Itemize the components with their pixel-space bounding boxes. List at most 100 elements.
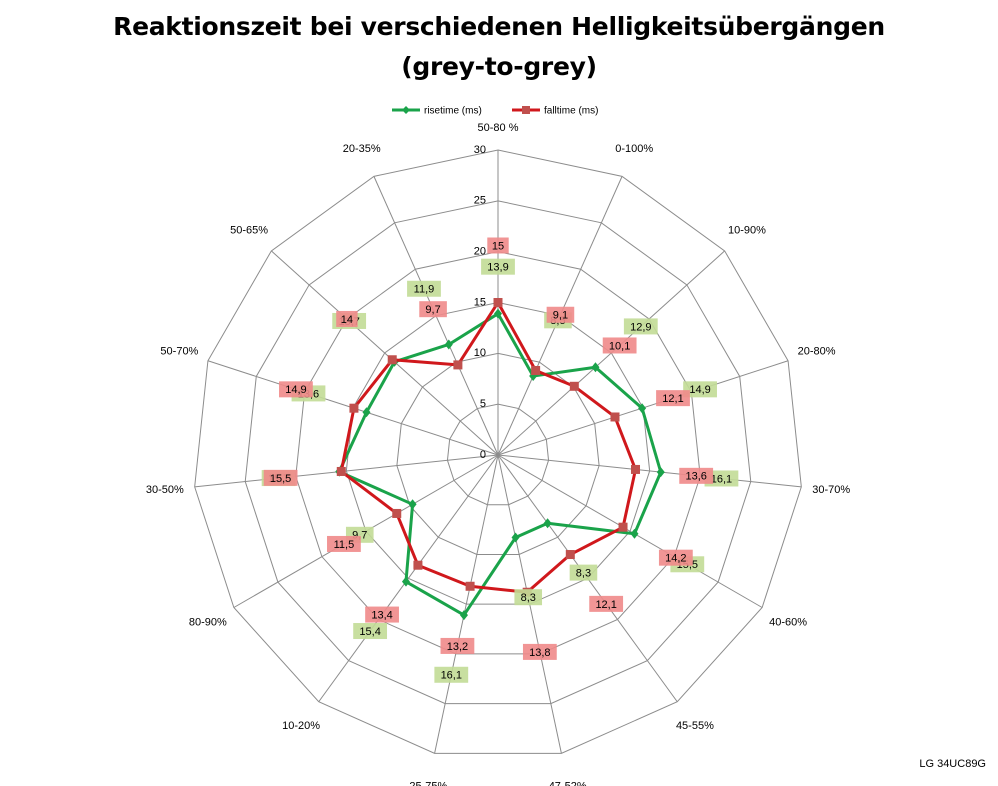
falltime-point: [565, 550, 575, 560]
legend-label: risetime (ms): [424, 106, 482, 117]
risetime-data-label: 11,9: [414, 284, 435, 296]
data-label-bg: [589, 595, 624, 612]
data-label-bg: [514, 589, 543, 606]
data-label-bg: [679, 467, 714, 484]
legend-marker: [402, 106, 410, 114]
falltime-data-label: 9,7: [425, 304, 440, 316]
category-label: 20-80%: [798, 345, 836, 357]
category-label: 80-90%: [189, 616, 227, 628]
radial-tick-label: 25: [474, 195, 486, 207]
grid-spoke: [497, 454, 763, 608]
data-label-bg: [353, 623, 388, 640]
data-label-bg: [546, 306, 575, 323]
falltime-data-label: 14: [341, 314, 353, 326]
series-line-falltime: [339, 301, 638, 594]
risetime-point: [408, 499, 417, 510]
falltime-point: [465, 581, 475, 591]
category-label: 50-70%: [160, 345, 198, 357]
risetime-data-label: 8,3: [521, 592, 536, 604]
falltime-data-label: 13,8: [529, 647, 550, 659]
category-label: 10-90%: [728, 225, 766, 237]
radial-tick-label: 30: [474, 144, 486, 156]
data-label-bg: [434, 666, 469, 683]
falltime-data-label: 14,2: [665, 553, 686, 565]
falltime-data-label: 11,5: [334, 539, 355, 551]
data-label-bg: [487, 237, 509, 254]
category-label: 50-80 %: [478, 122, 519, 134]
radial-tick-label: 20: [474, 246, 486, 258]
monitor-model-label: LG 34UC89G: [919, 758, 986, 770]
grid-ring: [194, 149, 802, 754]
data-label-bg: [327, 535, 361, 552]
risetime-point: [630, 528, 639, 539]
category-label: 50-65%: [230, 225, 268, 237]
category-label: 25-75%: [409, 781, 447, 786]
category-label: 30-50%: [146, 484, 184, 496]
falltime-point: [493, 298, 503, 307]
grid-spoke: [194, 454, 499, 488]
legend-label: falltime (ms): [544, 106, 598, 117]
risetime-point: [656, 467, 665, 478]
falltime-point: [631, 464, 641, 474]
category-label: 20-35%: [343, 143, 381, 155]
risetime-data-label: 15,4: [359, 626, 380, 638]
risetime-data-label: 13,9: [487, 262, 508, 274]
chart-title: Reaktionszeit bei verschiedenen Helligke…: [113, 12, 885, 41]
category-label: 0-100%: [615, 143, 653, 155]
risetime-point: [543, 518, 552, 529]
falltime-data-label: 10,1: [609, 340, 630, 352]
category-label: 10-20%: [282, 720, 320, 732]
falltime-data-label: 12,1: [595, 599, 616, 611]
radial-tick-label: 5: [480, 398, 486, 410]
falltime-point: [618, 522, 628, 532]
risetime-data-label: 16,1: [441, 670, 462, 682]
data-label-bg: [656, 390, 690, 407]
falltime-data-label: 15,5: [270, 473, 291, 485]
grid-ring: [446, 403, 550, 506]
data-label-bg: [569, 564, 598, 581]
grid-ring: [396, 352, 600, 555]
grid-spoke: [271, 250, 499, 456]
data-label-bg: [365, 606, 399, 623]
risetime-point: [591, 362, 600, 373]
risetime-point: [401, 576, 410, 587]
radial-tick-label: 10: [474, 347, 486, 359]
grid-spoke: [318, 454, 499, 703]
grid-spoke: [497, 454, 802, 488]
falltime-point: [392, 508, 402, 518]
category-label: 40-60%: [769, 616, 807, 628]
risetime-point: [638, 403, 647, 414]
risetime-point: [494, 308, 502, 319]
falltime-data-label: 9,1: [553, 310, 568, 322]
data-label-bg: [407, 280, 441, 297]
category-label: 47-52%: [549, 781, 587, 786]
falltime-data-label: 13,4: [371, 609, 392, 621]
falltime-point: [349, 403, 359, 413]
data-label-bg: [481, 258, 515, 275]
grid-ring: [345, 301, 651, 605]
falltime-data-label: 15: [492, 240, 504, 252]
data-label-bg: [263, 469, 298, 486]
risetime-point: [362, 407, 371, 418]
grid-spoke: [434, 454, 499, 754]
grid-ring: [244, 200, 752, 705]
falltime-point: [413, 560, 423, 570]
category-label: 45-55%: [676, 720, 714, 732]
falltime-point: [569, 381, 579, 391]
data-label-bg: [279, 381, 313, 398]
falltime-point: [387, 355, 397, 365]
falltime-point: [610, 412, 620, 422]
risetime-point: [459, 610, 468, 621]
grid-ring: [295, 251, 701, 655]
data-label-bg: [683, 381, 717, 398]
data-label-bg: [658, 549, 693, 566]
radial-tick-label: 0: [480, 449, 486, 461]
risetime-data-label: 16,1: [711, 473, 732, 485]
series-line-risetime: [337, 312, 663, 617]
chart-subtitle: (grey-to-grey): [401, 52, 597, 81]
data-label-bg: [623, 318, 658, 335]
falltime-point: [453, 360, 463, 370]
data-label-bg: [419, 301, 447, 318]
risetime-data-label: 12,9: [630, 321, 651, 333]
